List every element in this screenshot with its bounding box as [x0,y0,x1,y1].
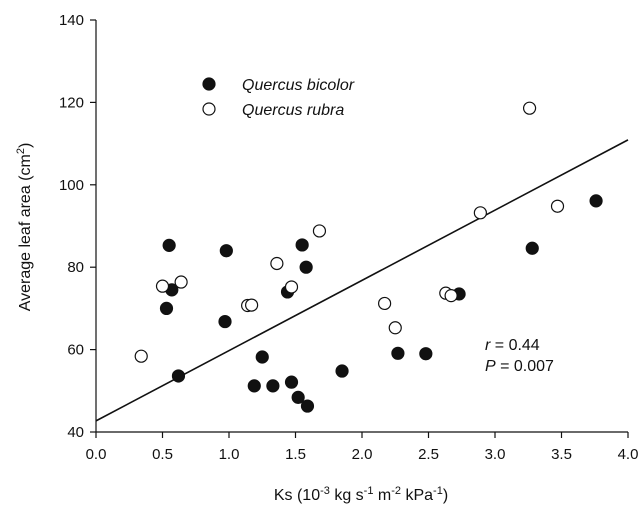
point-quercus-rubra [473,206,487,220]
y-tick-label: 100 [59,177,84,194]
x-tick-label: 1.5 [285,446,306,463]
legend-label-quercus-bicolor: Quercus bicolor [242,77,355,94]
x-tick-label: 3.5 [551,446,572,463]
data-points [134,101,603,413]
point-quercus-rubra [378,296,392,311]
p-label: P [485,358,496,375]
point-quercus-bicolor [247,379,261,393]
y-axis-ticks: 40 60 80 100 120 140 [59,12,96,441]
r-label: r [485,337,491,354]
y-axis-title: Average leaf area (cm2) [15,143,34,312]
legend-marker-quercus-bicolor [202,77,216,91]
x-tick-label: 1.0 [219,446,240,463]
point-quercus-rubra [155,279,170,293]
point-quercus-rubra [312,224,327,238]
point-quercus-bicolor [219,244,233,258]
point-quercus-bicolor [299,260,313,274]
point-quercus-rubra [388,321,402,335]
point-quercus-bicolor [295,238,309,252]
point-quercus-bicolor [335,364,349,378]
point-quercus-bicolor [266,379,280,393]
legend-label-quercus-rubra: Quercus rubra [242,102,344,119]
correlation-annotation: r = 0.44 [485,337,540,354]
point-quercus-bicolor [291,390,305,404]
point-quercus-bicolor [419,347,433,361]
point-quercus-bicolor [162,238,176,252]
y-tick-label: 40 [67,424,84,441]
point-quercus-rubra [550,199,565,213]
p-value: = 0.007 [496,358,554,375]
legend: Quercus bicolor Quercus rubra [202,77,355,119]
point-quercus-bicolor [525,241,539,255]
point-quercus-rubra [245,298,259,312]
x-tick-label: 0.0 [86,446,107,463]
x-tick-label: 2.0 [352,446,373,463]
x-axis-ticks: 0.0 0.5 1.0 1.5 2.0 2.5 3.0 3.5 4.0 [86,432,639,463]
legend-marker-quercus-rubra [202,102,216,116]
y-tick-label: 60 [67,342,84,359]
r-value: = 0.44 [490,337,539,354]
x-tick-label: 2.5 [418,446,439,463]
point-quercus-bicolor [300,399,315,413]
point-quercus-rubra [444,289,458,303]
x-tick-label: 4.0 [618,446,639,463]
point-quercus-rubra [284,280,299,294]
x-tick-label: 0.5 [152,446,173,463]
y-tick-label: 140 [59,12,84,29]
p-value-annotation: P = 0.007 [485,358,554,375]
x-axis-title: Ks (10-3 kg s-1 m-2 kPa-1) [274,485,448,504]
point-quercus-bicolor [171,369,186,383]
point-quercus-bicolor [218,314,232,329]
y-tick-label: 80 [67,259,84,276]
point-quercus-rubra [522,101,537,115]
point-quercus-bicolor [589,194,603,208]
point-quercus-bicolor [159,301,174,315]
point-quercus-bicolor [255,350,269,364]
point-quercus-rubra [270,256,284,271]
point-quercus-rubra [134,349,148,363]
y-tick-label: 120 [59,94,84,111]
point-quercus-bicolor [391,346,405,360]
point-quercus-bicolor [284,375,299,389]
point-quercus-rubra [174,275,188,289]
x-tick-label: 3.0 [485,446,506,463]
